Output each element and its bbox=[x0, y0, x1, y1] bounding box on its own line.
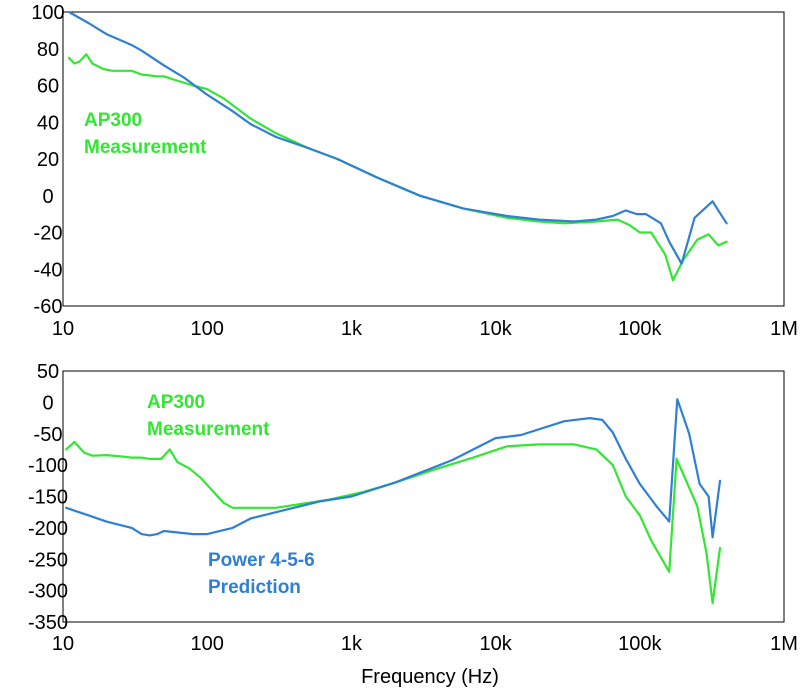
y-tick-label: -250 bbox=[28, 549, 68, 571]
bottom-annotation-prediction-line-2: Prediction bbox=[208, 577, 301, 598]
top-y-ticks: 100 80 60 40 20 0 -20 -40 -60 bbox=[31, 2, 64, 318]
y-tick-label: 0 bbox=[42, 392, 53, 414]
top-series bbox=[67, 10, 728, 282]
x-tick-label: 10 bbox=[52, 318, 74, 340]
y-tick-label: 100 bbox=[31, 2, 64, 24]
y-tick-label: 0 bbox=[42, 186, 53, 208]
y-tick-label: -60 bbox=[34, 296, 63, 318]
y-tick-label: -300 bbox=[28, 581, 68, 603]
top-annotation-line-2: Measurement bbox=[84, 137, 207, 158]
y-tick-label: -50 bbox=[34, 424, 63, 446]
x-axis-title: Frequency (Hz) bbox=[361, 666, 499, 688]
x-tick-label: 1k bbox=[341, 318, 363, 340]
x-tick-label: 1M bbox=[770, 318, 798, 340]
x-tick-label: 100 bbox=[191, 633, 224, 655]
x-tick-label: 10k bbox=[479, 633, 512, 655]
bottom-series bbox=[65, 398, 722, 605]
y-tick-label: -20 bbox=[34, 223, 63, 245]
blue-series-line bbox=[67, 10, 728, 265]
x-tick-label: 1k bbox=[341, 633, 363, 655]
top-annotation-line-1: AP300 bbox=[84, 110, 142, 131]
top-annotation-ap300: AP300 Measurement bbox=[84, 110, 207, 158]
x-tick-label: 100k bbox=[618, 318, 662, 340]
y-tick-label: -350 bbox=[28, 612, 68, 634]
y-tick-label: 80 bbox=[37, 39, 59, 61]
bottom-annotation-ap300: AP300 Measurement bbox=[147, 392, 270, 440]
y-tick-label: 40 bbox=[37, 112, 59, 134]
y-tick-label: -40 bbox=[34, 259, 63, 281]
y-tick-label: 60 bbox=[37, 76, 59, 98]
x-tick-label: 100 bbox=[191, 318, 224, 340]
x-tick-label: 10 bbox=[52, 633, 74, 655]
x-tick-label: 1M bbox=[770, 633, 798, 655]
top-chart: 100 80 60 40 20 0 -20 -40 -60 10 100 1k 10k 100k 1M A… bbox=[31, 2, 798, 340]
x-tick-label: 100k bbox=[618, 633, 662, 655]
bottom-x-ticks: 10 100 1k 10k 100k 1M bbox=[52, 633, 798, 655]
y-tick-label: -100 bbox=[28, 455, 68, 477]
top-plot-frame bbox=[62, 11, 785, 307]
bottom-annotation-prediction-line-1: Power 4-5-6 bbox=[208, 550, 315, 571]
y-tick-label: 50 bbox=[37, 361, 59, 383]
bottom-annotation-ap300-line-1: AP300 bbox=[147, 392, 205, 413]
top-x-ticks: 10 100 1k 10k 100k 1M bbox=[52, 318, 798, 340]
y-tick-label: -150 bbox=[28, 487, 68, 509]
bottom-plot-frame bbox=[62, 370, 785, 623]
bottom-chart: 500-50-100-150-200-250-300-350 10 100 1k 10… bbox=[28, 361, 798, 655]
green-series-line bbox=[67, 53, 728, 282]
bottom-annotation-ap300-line-2: Measurement bbox=[147, 419, 270, 440]
blue-series-line bbox=[65, 398, 722, 539]
green-series-line bbox=[65, 440, 722, 605]
bottom-y-ticks: 50 0 -50 -100 -150 -200 -250 -300 -350 bbox=[28, 361, 68, 634]
y-tick-label: -200 bbox=[28, 518, 68, 540]
bottom-annotation-prediction: Power 4-5-6 Prediction bbox=[208, 550, 315, 598]
x-tick-label: 10k bbox=[479, 318, 512, 340]
y-tick-label: 20 bbox=[37, 149, 59, 171]
